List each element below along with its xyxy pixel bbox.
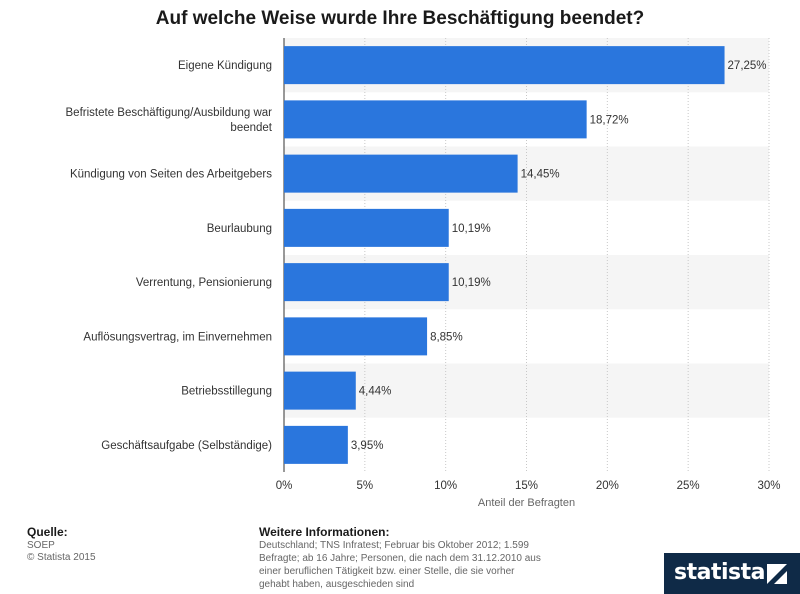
x-tick-label: 5% [357,480,374,492]
category-label: Betriebsstillegung [181,386,272,398]
category-label: Befristete Beschäftigung/Ausbildung war b… [66,107,273,134]
info-line: Deutschland; TNS Infratest; Februar bis … [259,540,529,551]
value-label: 10,19% [452,223,491,235]
value-label: 3,95% [351,440,384,452]
category-label: Kündigung von Seiten des Arbeitgebers [70,169,272,181]
value-label: 14,45% [521,169,560,181]
x-tick-label: 0% [276,480,293,492]
info-line: gehabt haben, ausgeschieden sind [259,579,415,590]
bar [284,208,449,247]
bar-chart: 27,25% Eigene Kündigung 18,72% Befristete B… [66,38,781,509]
bar [284,317,428,356]
category-label: Auflösungsvertrag, im Einvernehmen [83,331,272,343]
logo-text: statista [674,560,765,585]
x-tick-label: 20% [596,480,619,492]
value-label: 10,19% [452,277,491,289]
copyright-text: © Statista 2015 [27,552,96,563]
bar [284,100,587,139]
bar [284,154,518,193]
x-tick-label: 15% [515,480,538,492]
x-tick-label: 30% [757,480,780,492]
category-label: Geschäftsaufgabe (Selbständige) [101,440,272,452]
x-axis-label: Anteil der Befragten [478,497,575,509]
logo-mark-icon [767,564,787,584]
x-tick-label: 25% [677,480,700,492]
bar [284,46,725,85]
bar [284,263,449,302]
statista-logo[interactable]: statista [664,553,800,594]
source-heading: Quelle: [27,525,68,539]
x-tick-label: 10% [434,480,457,492]
category-label: Verrentung, Pensionierung [136,277,272,289]
info-line: einer beruflichen Tätigkeit bzw. einer S… [259,566,515,577]
category-label: Eigene Kündigung [178,60,272,72]
footer: Quelle: SOEP © Statista 2015 Weitere Inf… [0,518,800,594]
info-line: Befragte; ab 16 Jahre; Personen, die nac… [259,553,541,564]
value-label: 18,72% [590,114,629,126]
value-label: 4,44% [359,386,392,398]
info-heading: Weitere Informationen: [259,525,390,539]
value-label: 8,85% [430,331,463,343]
row-band [284,363,769,418]
chart-title: Auf welche Weise wurde Ihre Beschäftigun… [155,8,645,29]
bar [284,425,348,464]
category-label: Beurlaubung [207,223,272,235]
value-label: 27,25% [728,60,767,72]
bar [284,371,356,410]
source-text: SOEP [27,540,55,551]
